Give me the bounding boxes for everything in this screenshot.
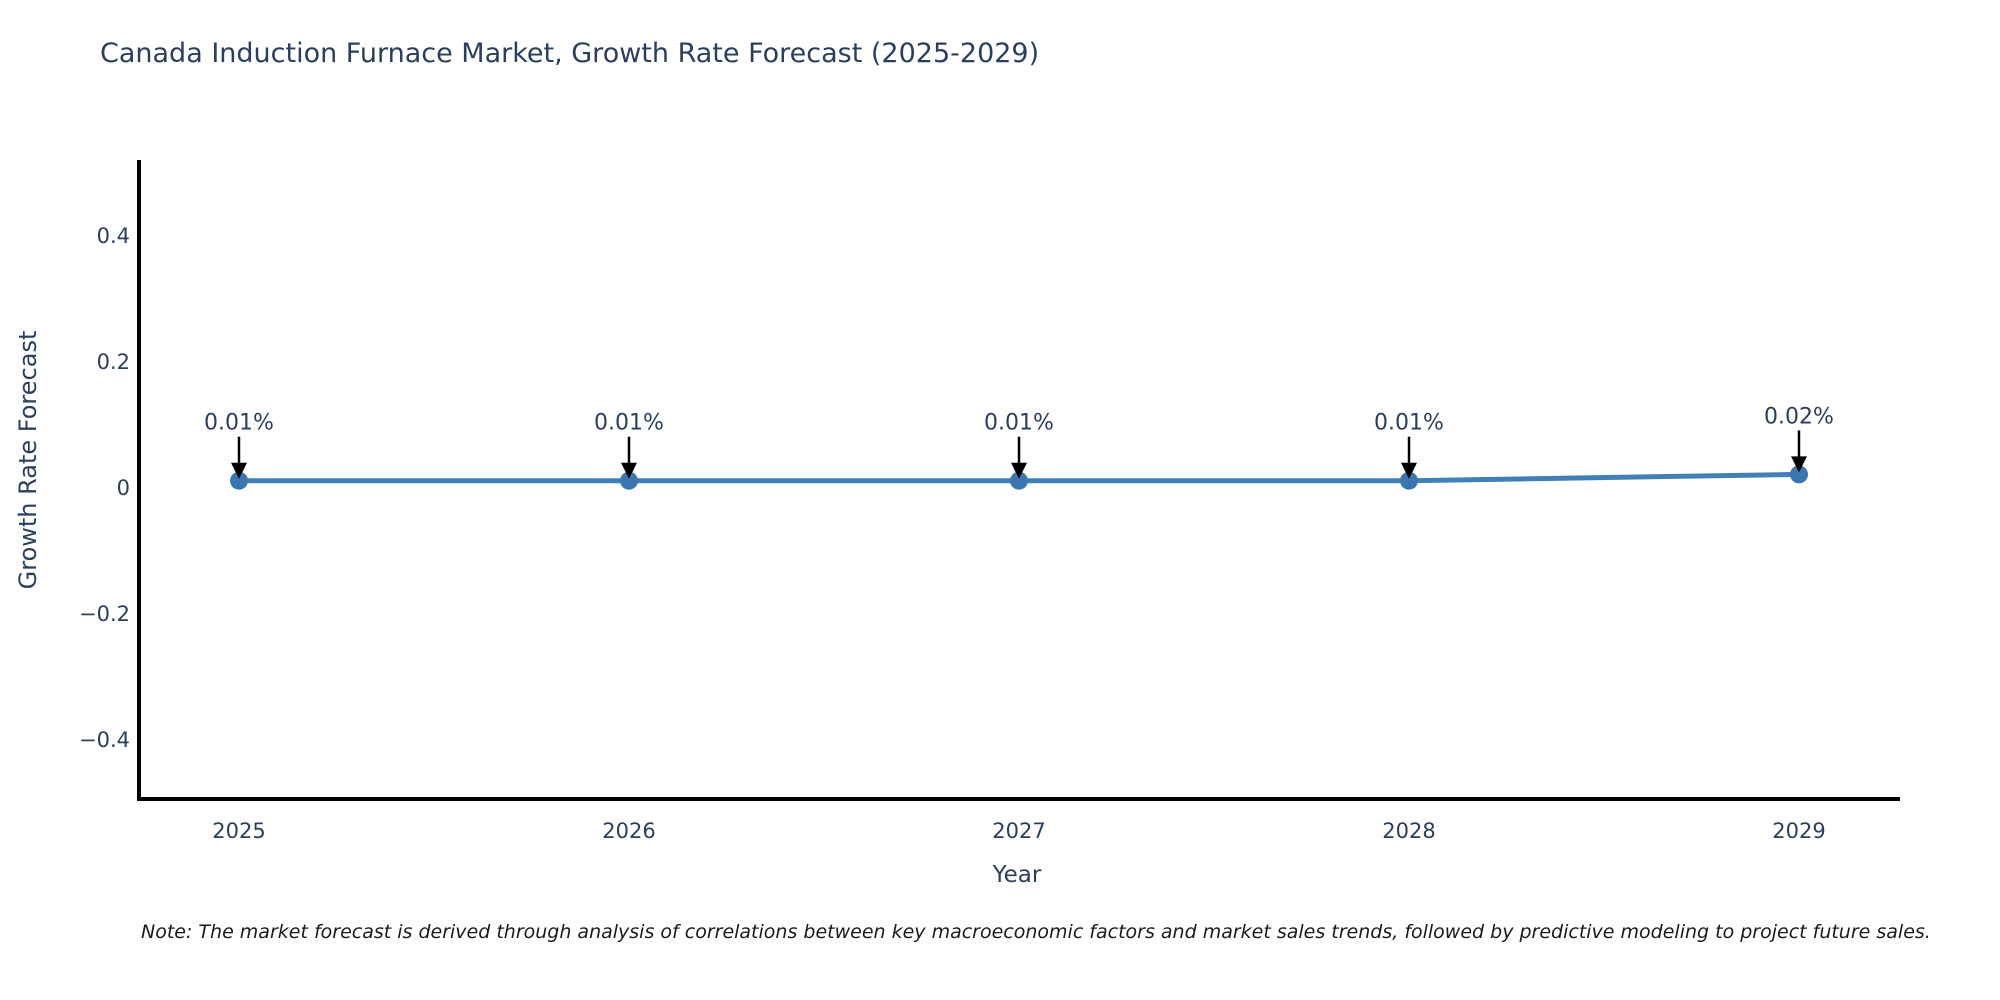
footnote: Note: The market forecast is derived thr… xyxy=(141,921,1931,943)
y-tick-label: −0.2 xyxy=(79,602,130,626)
point-annotation-label: 0.01% xyxy=(984,411,1054,436)
data-point-marker xyxy=(620,471,638,490)
point-annotation-label: 0.01% xyxy=(1374,411,1444,436)
annotation-arrow-head xyxy=(621,462,637,479)
data-point-marker xyxy=(1790,465,1808,484)
point-annotation-label: 0.02% xyxy=(1764,404,1834,429)
chart-title: Canada Induction Furnace Market, Growth … xyxy=(100,38,1040,69)
annotation-arrow-head xyxy=(1401,462,1417,479)
x-tick-label: 2026 xyxy=(602,819,655,843)
data-point-marker xyxy=(230,471,248,490)
x-tick-label: 2028 xyxy=(1382,819,1435,843)
x-tick-label: 2029 xyxy=(1772,819,1825,843)
annotation-arrow-head xyxy=(231,462,247,479)
y-tick-label: 0.2 xyxy=(97,350,130,374)
data-point-marker xyxy=(1400,471,1418,490)
y-tick-label: 0.4 xyxy=(97,224,130,248)
point-annotation-label: 0.01% xyxy=(204,411,274,436)
annotation-arrow-head xyxy=(1011,462,1027,479)
y-tick-label: 0 xyxy=(117,476,130,500)
y-tick-label: −0.4 xyxy=(79,728,130,752)
point-annotation-label: 0.01% xyxy=(594,411,664,436)
x-axis-title: Year xyxy=(992,862,1042,888)
data-point-marker xyxy=(1010,471,1028,490)
x-tick-label: 2025 xyxy=(212,819,265,843)
annotation-arrow-head xyxy=(1791,456,1807,473)
x-tick-label: 2027 xyxy=(992,819,1045,843)
